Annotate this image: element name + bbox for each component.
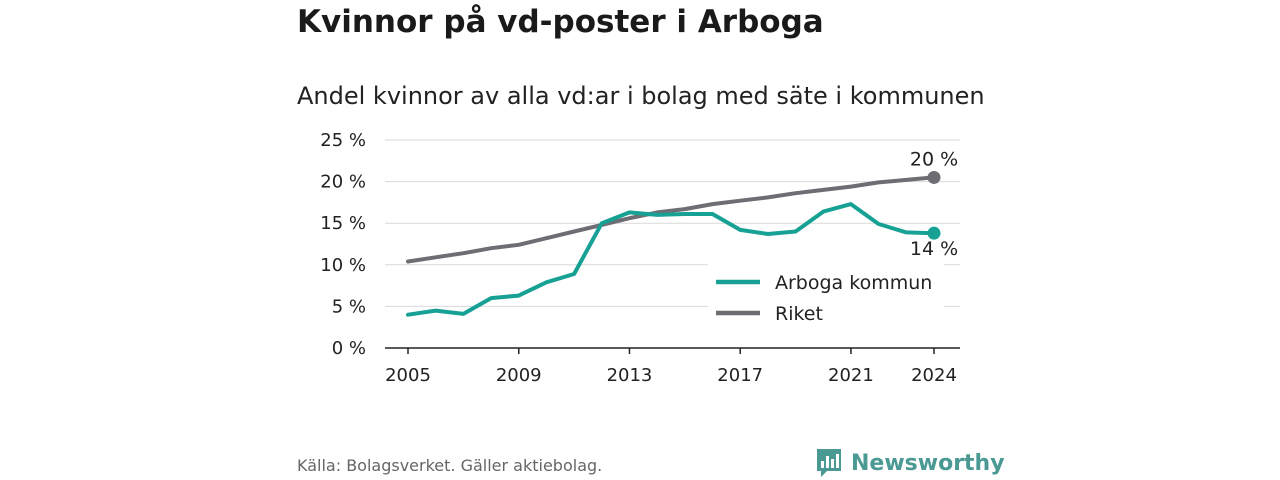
- series-line-riket: [406, 175, 936, 264]
- x-tick-label: 2009: [496, 365, 542, 386]
- end-label-riket: 20 %: [910, 148, 958, 170]
- legend-background: [708, 264, 944, 334]
- x-tick-label: 2013: [607, 365, 653, 386]
- y-tick-label: 5 %: [332, 296, 366, 317]
- series-lines: 20 % 14 %: [406, 148, 958, 317]
- x-tick-label: 2005: [385, 365, 431, 386]
- newsworthy-logo: Newsworthy: [815, 447, 1005, 479]
- legend: Arboga kommun Riket: [708, 264, 944, 334]
- chart-title: Kvinnor på vd-poster i Arboga: [297, 4, 824, 40]
- legend-label: Arboga kommun: [775, 272, 932, 294]
- end-label-arboga: 14 %: [910, 238, 958, 260]
- y-tick-label: 25 %: [320, 130, 366, 151]
- source-note: Källa: Bolagsverket. Gäller aktiebolag.: [297, 456, 603, 475]
- y-tick-label: 0 %: [332, 338, 366, 359]
- bar-chart-icon: [817, 449, 841, 477]
- end-point-arboga: [927, 226, 941, 240]
- y-tick-label: 10 %: [320, 255, 366, 276]
- y-axis-ticks: 0 % 5 % 10 % 15 % 20 % 25 %: [320, 130, 366, 359]
- chart-subtitle: Andel kvinnor av alla vd:ar i bolag med …: [297, 82, 985, 110]
- end-point-riket: [927, 170, 941, 184]
- x-axis: 2005 2009 2013 2017 2021 2024: [385, 347, 960, 386]
- logo-text: Newsworthy: [851, 450, 1005, 476]
- series-line-arboga: [406, 202, 936, 317]
- y-tick-label: 15 %: [320, 213, 366, 234]
- x-tick-label: 2024: [911, 365, 957, 386]
- y-tick-label: 20 %: [320, 172, 366, 193]
- x-tick-label: 2021: [828, 365, 874, 386]
- x-tick-label: 2017: [717, 365, 763, 386]
- legend-label: Riket: [775, 303, 823, 325]
